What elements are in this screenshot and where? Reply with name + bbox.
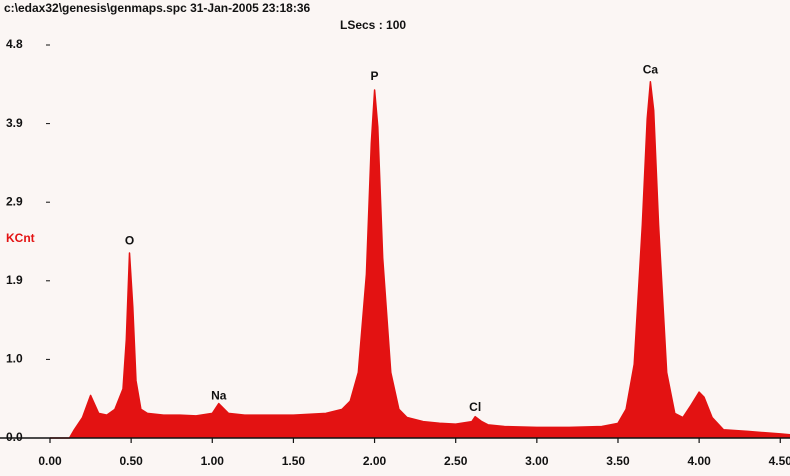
- y-axis-label: KCnt: [6, 231, 35, 245]
- peak-label: Na: [211, 388, 227, 402]
- y-tick-label: 3.9: [6, 116, 23, 130]
- x-tick-label: 4.50: [769, 454, 790, 468]
- peak-label: Cl: [469, 400, 481, 414]
- x-tick-label: 1.50: [282, 454, 306, 468]
- chart-title: c:\edax32\genesis\genmaps.spc 31-Jan-200…: [4, 1, 310, 15]
- x-tick-label: 0.50: [119, 454, 143, 468]
- y-tick-label: 1.0: [6, 352, 23, 366]
- x-tick-label: 4.00: [687, 454, 711, 468]
- y-tick-label: 2.9: [6, 194, 23, 208]
- x-tick-label: 0.00: [38, 454, 62, 468]
- x-tick-label: 1.00: [201, 454, 225, 468]
- x-tick-label: 2.00: [363, 454, 387, 468]
- x-tick-label: 3.00: [525, 454, 549, 468]
- peak-label: O: [125, 234, 134, 248]
- y-tick-label: 0.0: [6, 430, 23, 444]
- y-tick-label: 1.9: [6, 273, 23, 287]
- spectrum-fill: [50, 81, 790, 439]
- x-tick-label: 2.50: [444, 454, 468, 468]
- peak-label: Ca: [643, 63, 659, 77]
- peak-label: P: [371, 69, 379, 83]
- spectrum-line: [50, 81, 790, 439]
- x-tick-label: 3.50: [606, 454, 630, 468]
- chart-subtitle: LSecs : 100: [340, 18, 406, 32]
- y-tick-label: 4.8: [6, 37, 23, 51]
